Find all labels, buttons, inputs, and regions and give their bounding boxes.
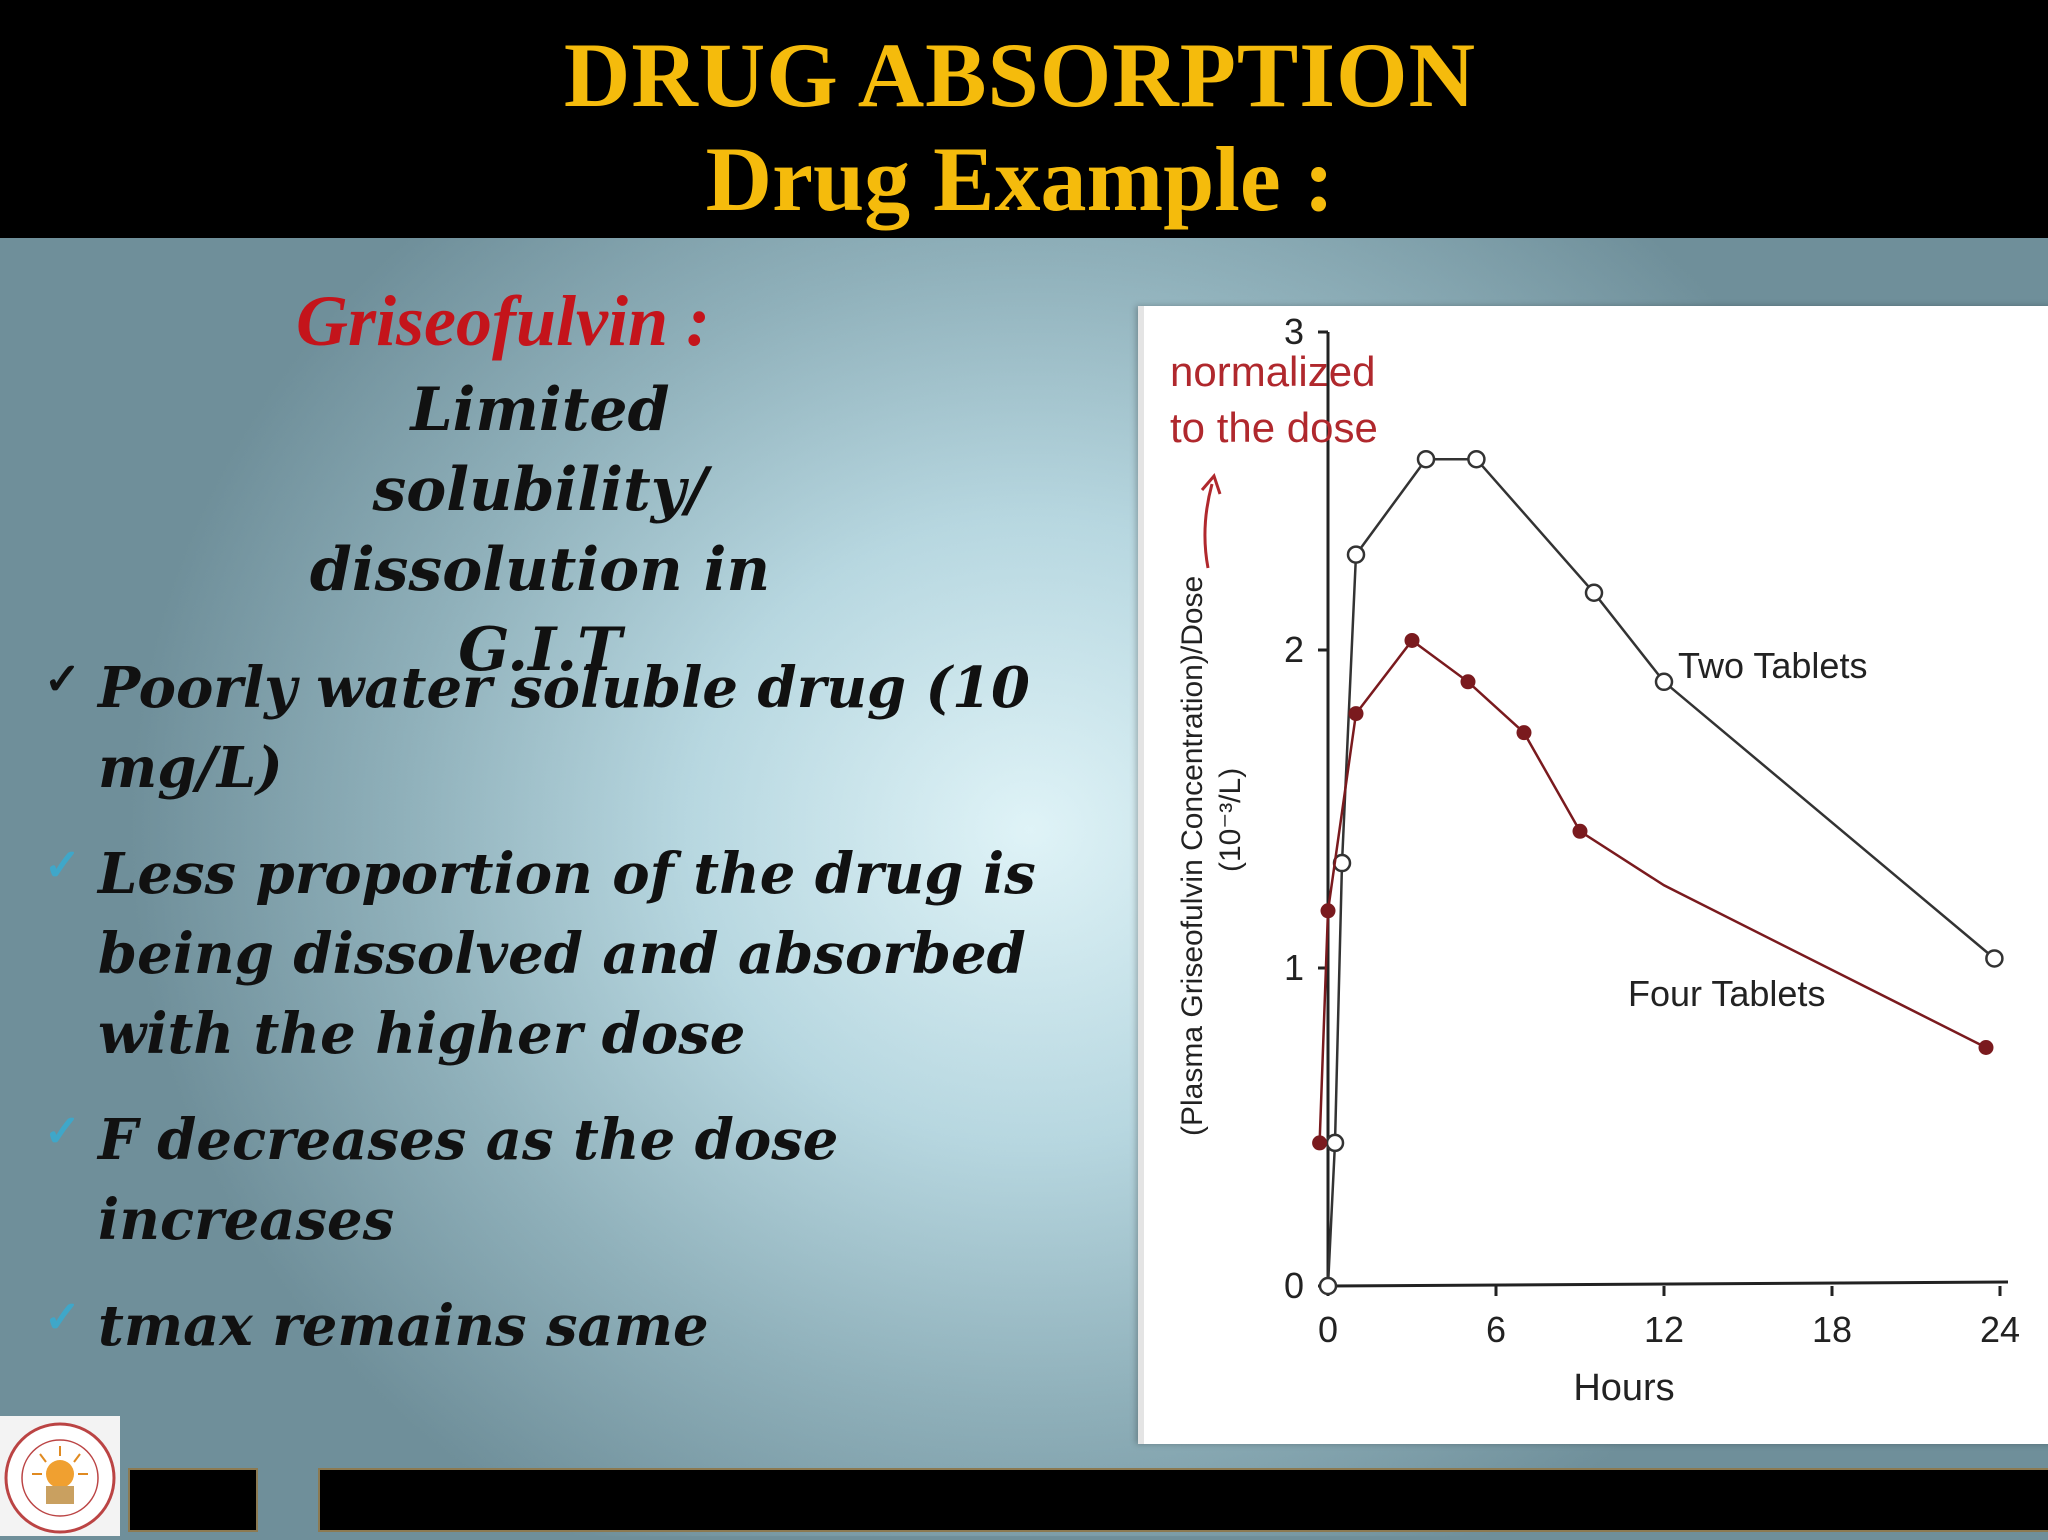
slide-title: DRUG ABSORPTION (563, 24, 1477, 126)
bullet-item: ✓ Poorly water soluble drug (10 mg/L) (40, 648, 1080, 808)
description-line-2: dissolution in G.I.T (309, 535, 771, 685)
y-tick-label: 2 (1284, 629, 1304, 670)
x-axis-label: Hours (1573, 1367, 1674, 1409)
x-tick-label: 12 (1644, 1309, 1684, 1350)
data-point-four-tablets (1978, 1040, 1994, 1055)
data-point-two-tablets (1985, 949, 2004, 968)
slide-header: DRUG ABSORPTION Drug Example : (0, 0, 2048, 238)
data-point-four-tablets (1348, 706, 1364, 722)
x-tick-label: 0 (1318, 1309, 1338, 1350)
y-tick-label: 3 (1284, 311, 1304, 352)
bullet-item: ✓ tmax remains same (40, 1286, 1080, 1366)
x-tick-label: 18 (1812, 1309, 1852, 1350)
footer-left-block (128, 1468, 258, 1532)
bullet-line: Less proportion of the drug is (98, 841, 1036, 907)
bullet-line: with the higher dose (98, 1001, 746, 1067)
slide-subtitle: Drug Example : (705, 128, 1335, 230)
bullet-line: Poorly water soluble drug (10 (98, 655, 1030, 721)
data-point-two-tablets (1325, 1133, 1345, 1153)
bullet-line: tmax remains same (98, 1293, 709, 1359)
series-label-two-tablets: Two Tablets (1678, 645, 1867, 686)
footer-bar (318, 1468, 2048, 1532)
drug-name: Griseofulvin : (296, 281, 710, 361)
bullet-item: ✓ F decreases as the dose increases (40, 1100, 1080, 1260)
annotation-arrowhead-icon (1200, 473, 1222, 495)
y-axis-unit-label: (10⁻³/L) (1214, 768, 1247, 872)
data-point-two-tablets (1467, 449, 1486, 469)
data-point-four-tablets (1312, 1135, 1328, 1151)
data-point-two-tablets (1654, 672, 1674, 692)
drug-description: Limited solubility/ dissolution in G.I.T (240, 370, 840, 690)
data-point-four-tablets (1404, 632, 1420, 648)
data-point-four-tablets (1572, 823, 1588, 839)
data-point-two-tablets (1416, 449, 1436, 469)
bullet-item: ✓ Less proportion of the drug is being d… (40, 834, 1080, 1074)
checkmark-icon: ✓ (44, 1292, 81, 1343)
annotation-line-1: normalized (1170, 348, 1375, 395)
y-tick-label: 1 (1284, 947, 1304, 988)
series-line-four-tablets (1318, 638, 1987, 1143)
seal-icon (4, 1422, 116, 1534)
x-tick-label: 24 (1980, 1309, 2020, 1350)
description-line-1: Limited solubility/ (372, 375, 708, 525)
bullet-line: being dissolved and absorbed (98, 921, 1026, 987)
y-tick-label: 0 (1284, 1265, 1304, 1306)
series-line-two-tablets (1326, 457, 1996, 1287)
series-label-four-tablets: Four Tablets (1628, 973, 1825, 1014)
data-point-two-tablets (1318, 1276, 1338, 1296)
data-point-four-tablets (1516, 725, 1532, 741)
data-point-four-tablets (1460, 674, 1476, 690)
bullet-line: F decreases as the dose increases (98, 1107, 839, 1253)
data-point-two-tablets (1584, 583, 1604, 603)
chart-panel: 0 1 2 3 0 6 12 18 24 normalized to the dose (Pla… (1138, 306, 2048, 1444)
data-point-four-tablets (1320, 903, 1336, 919)
bullet-list: ✓ Poorly water soluble drug (10 mg/L) ✓ … (40, 648, 1080, 1392)
y-axis-label: (Plasma Griseofulvin Concentration)/Dose (1176, 576, 1209, 1136)
annotation-arrow-icon (1203, 483, 1214, 569)
university-logo (0, 1416, 120, 1536)
checkmark-icon: ✓ (44, 654, 81, 705)
annotation-line-2: to the dose (1170, 404, 1378, 451)
checkmark-icon: ✓ (44, 1106, 81, 1157)
x-axis-line (1327, 1280, 2009, 1288)
x-tick-label: 6 (1486, 1309, 1506, 1350)
checkmark-icon: ✓ (44, 840, 81, 891)
bullet-line: mg/L) (98, 735, 283, 801)
data-point-two-tablets (1346, 545, 1366, 564)
